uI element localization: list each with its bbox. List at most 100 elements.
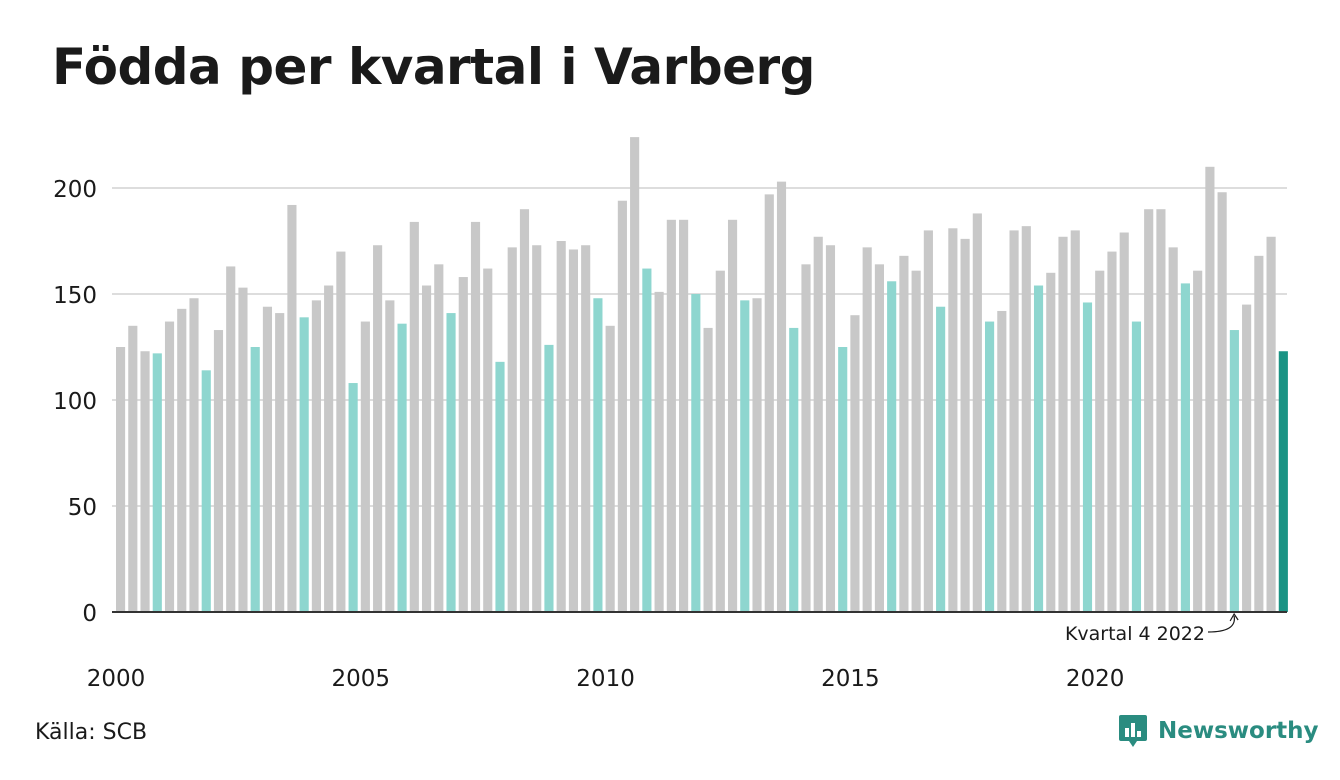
bar	[324, 285, 334, 612]
bar	[1278, 351, 1288, 612]
bar	[1107, 251, 1117, 612]
bar	[862, 247, 872, 613]
bar	[715, 270, 725, 612]
bar	[152, 353, 162, 612]
annotation-arrow	[1207, 615, 1235, 633]
bar	[813, 236, 823, 612]
bar	[1205, 166, 1215, 613]
bar	[1193, 270, 1203, 612]
bar	[213, 330, 224, 612]
bar	[874, 264, 884, 612]
bar	[373, 245, 383, 613]
bar	[1266, 236, 1276, 612]
bar	[1082, 302, 1093, 612]
bar	[1168, 247, 1178, 613]
bar	[446, 313, 456, 612]
bar	[801, 264, 811, 612]
bar	[1095, 270, 1105, 612]
x-tick-label: 2010	[576, 666, 635, 692]
x-tick-label: 2005	[332, 666, 391, 692]
bar	[128, 325, 138, 612]
bar	[789, 327, 799, 612]
bar	[642, 268, 652, 612]
bar	[189, 298, 199, 612]
y-tick-label: 200	[53, 177, 97, 203]
bar	[421, 285, 432, 612]
bar	[727, 219, 738, 613]
bar	[238, 287, 248, 612]
bar	[1180, 283, 1190, 612]
bar	[250, 347, 260, 612]
chart-title: Födda per kvartal i Varberg	[52, 38, 815, 96]
newsworthy-logo-icon	[1119, 715, 1147, 747]
bar	[1046, 272, 1056, 612]
bar	[948, 228, 958, 612]
bar	[1058, 236, 1068, 612]
bar	[470, 221, 481, 613]
bar	[1229, 330, 1239, 612]
bar	[617, 200, 627, 612]
bar	[666, 219, 676, 613]
brand-name: Newsworthy	[1158, 718, 1319, 744]
source-label: Källa: SCB	[35, 720, 148, 745]
bar	[164, 321, 175, 612]
bar	[458, 277, 468, 612]
annotation-arrowhead	[1229, 612, 1239, 622]
bar	[630, 137, 640, 612]
bar	[752, 298, 762, 612]
bar	[1070, 230, 1080, 612]
bar	[1254, 255, 1264, 612]
y-tick-label: 150	[53, 283, 97, 309]
bar	[887, 281, 897, 612]
bar	[544, 344, 554, 612]
bar	[568, 249, 579, 613]
bar	[275, 313, 285, 612]
bar	[348, 383, 358, 612]
bar	[299, 317, 309, 612]
bar	[556, 241, 566, 612]
bar	[972, 213, 982, 612]
bar	[764, 194, 774, 613]
bar	[581, 245, 591, 613]
bar	[287, 204, 297, 612]
y-tick-label: 0	[82, 601, 97, 627]
bar	[385, 300, 395, 612]
bar	[1156, 209, 1166, 612]
bar	[409, 221, 419, 613]
bar	[654, 291, 664, 612]
bar	[740, 300, 750, 612]
bar	[507, 247, 517, 613]
bar	[605, 325, 615, 612]
bar	[483, 268, 493, 612]
bar	[899, 255, 909, 612]
bar	[311, 300, 321, 612]
bar	[397, 323, 407, 612]
bar	[679, 219, 689, 613]
bar	[519, 209, 530, 612]
bar	[936, 306, 946, 612]
bar	[177, 308, 187, 612]
x-tick-label: 2015	[821, 666, 880, 692]
bar	[1119, 232, 1129, 612]
bar	[985, 321, 995, 612]
x-tick-label: 2020	[1066, 666, 1125, 692]
bar	[532, 245, 542, 613]
y-tick-label: 50	[68, 495, 97, 521]
bar	[960, 238, 970, 612]
bar	[691, 294, 701, 612]
bar	[997, 310, 1007, 612]
bar	[140, 351, 150, 612]
bar	[116, 347, 126, 612]
annotation-label: Kvartal 4 2022	[1065, 623, 1205, 645]
bar	[201, 370, 211, 612]
bar	[825, 245, 836, 613]
bar	[1217, 192, 1227, 613]
bar	[923, 230, 933, 612]
bar	[838, 347, 848, 612]
bar	[1242, 304, 1252, 612]
bar	[703, 327, 713, 612]
bar	[911, 270, 921, 612]
bar	[336, 251, 346, 612]
bar	[850, 315, 860, 612]
bar	[262, 306, 273, 612]
